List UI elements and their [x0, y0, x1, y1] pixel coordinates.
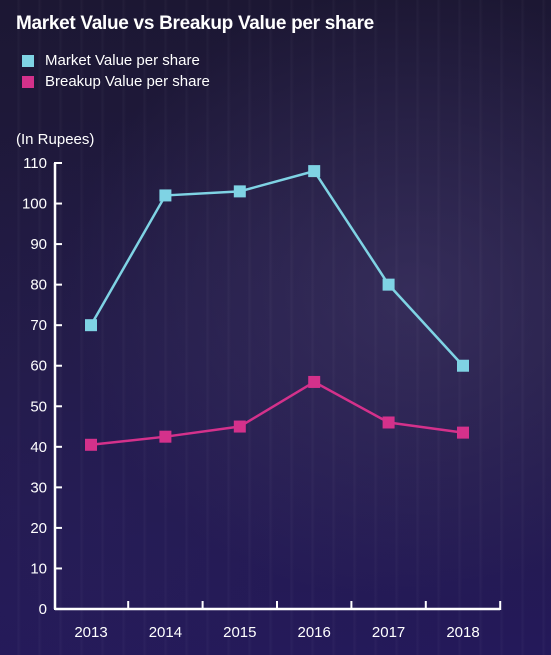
data-point-breakup-value	[85, 438, 97, 451]
x-tick-label: 2013	[74, 624, 107, 641]
data-point-market-value	[159, 189, 172, 202]
y-axis-label: (In Rupees)	[16, 131, 95, 148]
legend-label-breakup-value: Breakup Value per share	[45, 73, 210, 90]
y-tick-label: 80	[30, 277, 47, 294]
legend-swatch-market-value	[22, 54, 34, 67]
y-tick-label: 100	[22, 196, 47, 213]
y-tick-label: 40	[30, 439, 47, 456]
y-tick-label: 90	[30, 236, 47, 253]
legend-swatch-breakup-value	[22, 75, 34, 88]
x-tick-label: 2018	[446, 624, 479, 641]
legend-label-market-value: Market Value per share	[45, 52, 200, 69]
data-point-market-value	[233, 185, 246, 198]
data-point-market-value	[457, 359, 469, 372]
series-line-breakup-value	[90, 380, 464, 447]
x-axis-ticks: 2013 2014 2015 2016 2017 2018	[74, 601, 502, 641]
x-tick-label: 2017	[372, 624, 405, 641]
x-tick-label: 2015	[223, 624, 256, 641]
y-tick-label: 50	[30, 398, 47, 415]
data-point-breakup-value	[382, 416, 395, 429]
y-axis-ticks: 0 10 20 30 40 50 60 70 80 90 100 110	[22, 155, 62, 618]
y-tick-label: 10	[30, 560, 47, 577]
data-point-breakup-value	[308, 375, 321, 388]
chart-title: Market Value vs Breakup Value per share	[16, 13, 374, 34]
data-point-breakup-value	[233, 420, 246, 433]
series-layer	[85, 165, 469, 451]
x-tick-label: 2016	[298, 624, 331, 641]
y-tick-label: 30	[30, 479, 47, 496]
y-tick-label: 0	[39, 601, 47, 618]
y-tick-label: 60	[30, 358, 47, 375]
data-point-market-value	[382, 278, 395, 291]
y-tick-label: 20	[30, 520, 47, 537]
y-tick-label: 70	[30, 317, 47, 334]
legend: Market Value per share Breakup Value per…	[22, 50, 210, 92]
legend-item-market-value: Market Value per share	[22, 50, 210, 71]
x-tick-label: 2014	[149, 624, 182, 641]
series-line-market-value	[89, 169, 464, 367]
data-point-market-value	[308, 165, 321, 178]
data-point-breakup-value	[159, 430, 172, 443]
y-tick-label: 110	[23, 155, 47, 172]
legend-item-breakup-value: Breakup Value per share	[22, 71, 210, 92]
data-point-breakup-value	[457, 426, 469, 439]
data-point-market-value	[85, 319, 97, 332]
